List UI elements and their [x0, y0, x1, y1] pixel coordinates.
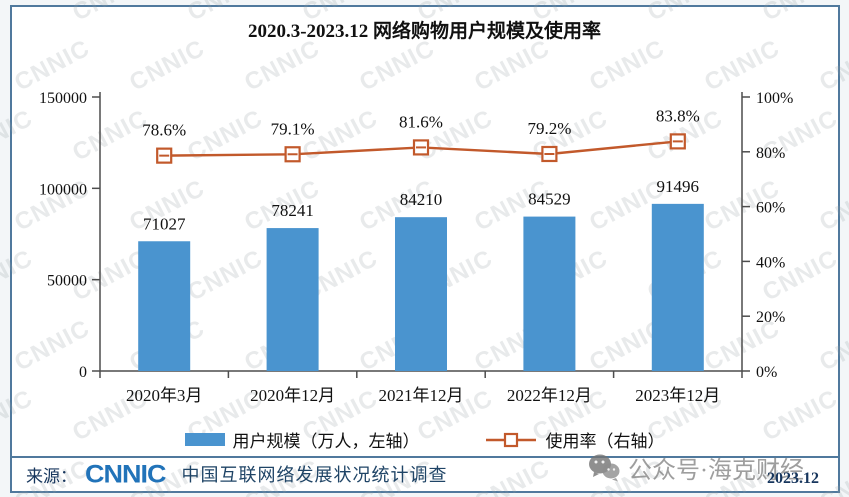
right-axis-tick-label: 80%	[756, 145, 785, 162]
chart-legend: 用户规模（万人，左轴） 使用率（右轴）	[0, 427, 849, 452]
left-axis-tick-label: 0	[79, 364, 87, 381]
x-axis-category-label: 2020年12月	[250, 386, 335, 405]
line-value-label: 83.8%	[656, 106, 700, 125]
right-axis-tick-label: 0%	[756, 364, 777, 381]
bar-value-label: 78241	[271, 201, 314, 220]
wechat-watermark-badge: 公众号·海克财经	[588, 450, 804, 485]
right-axis-tick-label: 60%	[756, 200, 785, 217]
bar	[523, 216, 576, 371]
legend-label-user-scale: 用户规模（万人，左轴）	[232, 432, 420, 451]
wechat-account-name: 公众号·海克财经	[628, 458, 804, 484]
bar-value-label: 84529	[528, 190, 571, 209]
chart-title: 2020.3-2023.12 网络购物用户规模及使用率	[247, 21, 602, 42]
bar	[395, 217, 447, 371]
x-axis-category-label: 2022年12月	[507, 386, 592, 405]
survey-name: 中国互联网络发展状况统计调查	[181, 465, 448, 485]
line-value-label: 79.1%	[271, 119, 315, 138]
wechat-icon	[589, 454, 620, 481]
line-legend-marker-icon	[485, 432, 536, 447]
right-axis-tick-label: 40%	[756, 254, 785, 271]
bar-legend-swatch-icon	[184, 433, 225, 446]
left-axis-tick-label: 100000	[39, 181, 87, 198]
bar	[266, 228, 319, 371]
bar	[651, 203, 704, 371]
footer: 来源： CNNIC 中国互联网络发展状况统计调查	[10, 456, 840, 490]
source-label: 来源：	[26, 466, 77, 486]
right-axis-tick-label: 20%	[756, 309, 785, 326]
cnnic-logo: CNNIC	[85, 459, 166, 488]
bar	[138, 241, 191, 371]
bar-value-label: 91496	[657, 177, 700, 196]
left-axis-tick-label: 50000	[47, 273, 87, 290]
line-value-label: 78.6%	[142, 121, 186, 140]
left-axis-tick-label: 150000	[39, 90, 87, 107]
x-axis-category-label: 2020年3月	[126, 386, 203, 405]
x-axis-category-label: 2021年12月	[379, 386, 464, 405]
bar-value-label: 84210	[400, 190, 443, 209]
bar-value-label: 71027	[143, 214, 186, 233]
x-axis-category-label: 2023年12月	[635, 386, 720, 405]
line-value-label: 81.6%	[399, 112, 443, 131]
right-axis-tick-label: 100%	[756, 90, 793, 107]
line-value-label: 79.2%	[527, 119, 571, 138]
legend-label-usage-rate: 使用率（右轴）	[545, 432, 665, 451]
legend-item-user-scale: 用户规模（万人，左轴）	[184, 427, 420, 452]
legend-item-usage-rate: 使用率（右轴）	[484, 427, 665, 452]
report-date: 2023.12	[767, 470, 819, 487]
